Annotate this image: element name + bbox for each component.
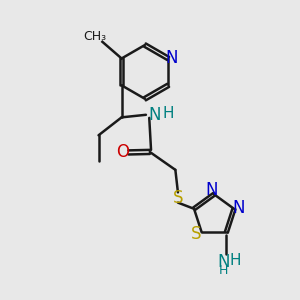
Text: N: N (148, 106, 161, 124)
Text: N: N (205, 181, 218, 199)
Text: S: S (191, 225, 202, 243)
Text: S: S (173, 189, 183, 207)
Text: CH₃: CH₃ (83, 30, 106, 43)
Text: N: N (166, 50, 178, 68)
Text: O: O (116, 143, 129, 161)
Text: H: H (162, 106, 174, 121)
Text: N: N (217, 253, 230, 271)
Text: H: H (219, 264, 228, 277)
Text: H: H (230, 253, 241, 268)
Text: N: N (233, 199, 245, 217)
